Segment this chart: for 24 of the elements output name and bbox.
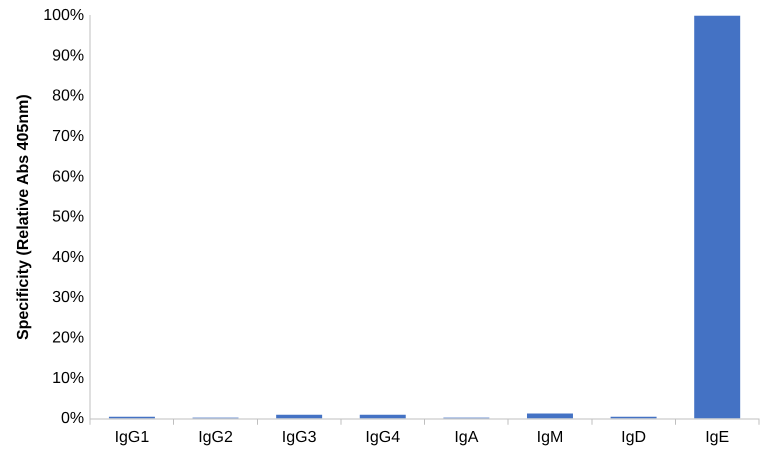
y-tick-label: 100% xyxy=(43,7,84,24)
bar xyxy=(360,414,406,418)
bar xyxy=(694,16,740,418)
x-tick-label: IgG3 xyxy=(282,428,317,446)
y-tick-label: 40% xyxy=(52,248,84,266)
bar xyxy=(526,414,573,418)
x-tick-label: IgG2 xyxy=(198,428,233,446)
y-tick-label: 20% xyxy=(52,330,84,347)
y-tick-label: 90% xyxy=(52,47,84,64)
bar xyxy=(276,414,322,418)
x-tick-label: IgG1 xyxy=(114,428,150,446)
x-tick-label: IgM xyxy=(536,428,564,446)
y-tick-label: 10% xyxy=(52,370,84,387)
y-tick-label: 0% xyxy=(60,410,84,428)
x-tick-label: IgD xyxy=(621,428,646,446)
y-tick-label: 60% xyxy=(52,168,84,186)
x-tick-label: IgA xyxy=(454,428,479,446)
y-tick-label: 70% xyxy=(52,128,84,145)
y-tick-label: 80% xyxy=(52,88,84,105)
y-tick-label: 50% xyxy=(52,208,84,226)
y-tick-label: 30% xyxy=(52,289,84,306)
x-tick-label: IgE xyxy=(705,428,730,446)
y-axis-title: Specificity (Relative Abs 405nm) xyxy=(15,94,32,340)
x-tick-label: IgG4 xyxy=(365,428,400,446)
